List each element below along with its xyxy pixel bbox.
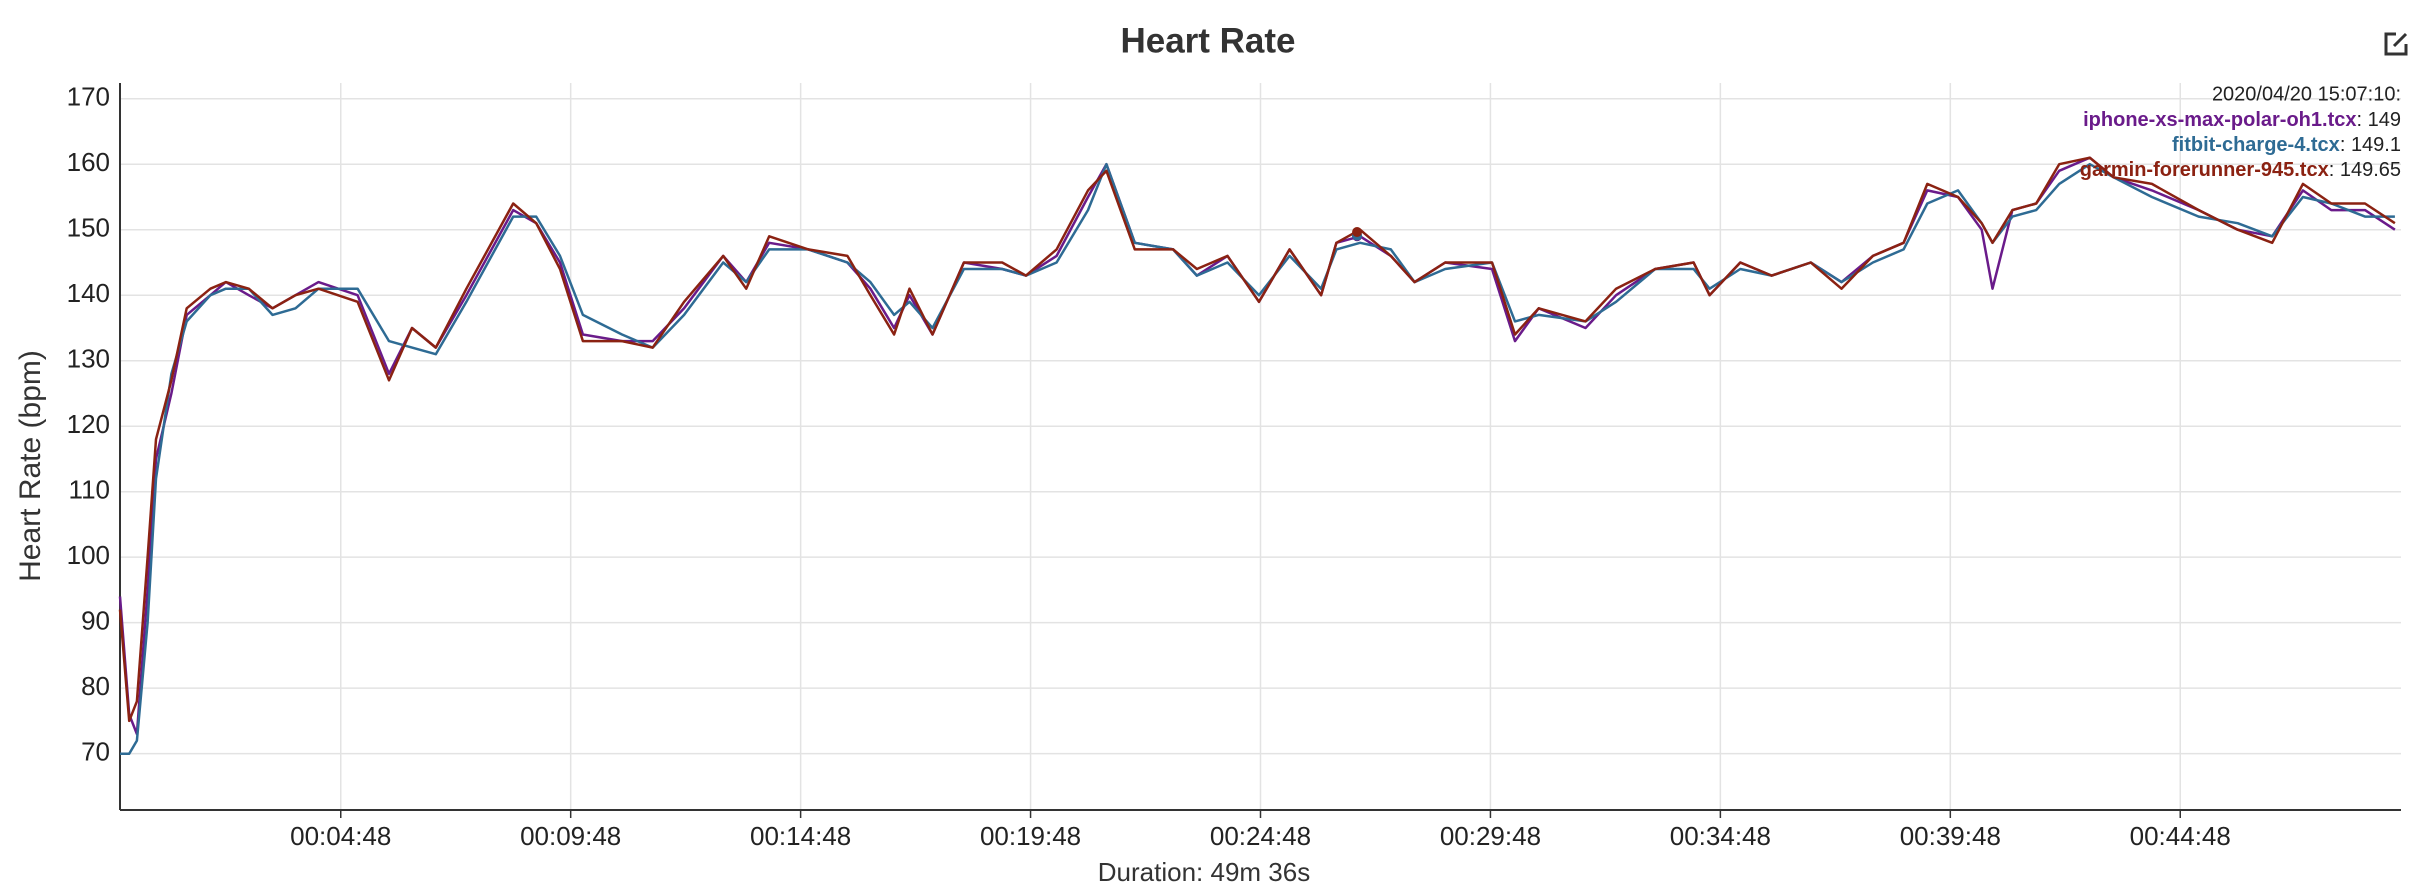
x-tick-label: 00:09:48 (520, 821, 621, 851)
y-tick-label: 100 (67, 540, 110, 570)
tooltip-series-name: fitbit-charge-4.tcx (2172, 134, 2340, 156)
tooltip-entry: garmin-forerunner-945.tcx: 149.65 (2080, 159, 2401, 181)
tooltip-separator: : (2329, 159, 2340, 181)
tooltip-time: 2020/04/20 15:07:10: (2212, 83, 2401, 105)
y-tick-label: 90 (81, 606, 110, 636)
x-axis-label: Duration: 49m 36s (1098, 857, 1310, 887)
series-line (120, 162, 2395, 755)
tooltip-series-name: iphone-xs-max-polar-oh1.tcx (2083, 109, 2356, 131)
x-tick-label: 00:29:48 (1440, 821, 1541, 851)
series-line (118, 156, 2396, 723)
tooltip-value: 149 (2368, 109, 2401, 131)
y-tick-label: 110 (69, 475, 110, 505)
y-tick-label: 150 (67, 213, 110, 243)
y-tick-label: 170 (67, 82, 110, 112)
x-tick-label: 00:19:48 (980, 821, 1081, 851)
tooltip-series-name: garmin-forerunner-945.tcx (2080, 159, 2329, 181)
edit-icon[interactable] (2384, 32, 2408, 56)
x-tick-label: 00:14:48 (750, 821, 851, 851)
edit-icon-pen (2392, 32, 2408, 48)
tooltip-value: 149.65 (2340, 159, 2401, 181)
tooltip-separator: : (2357, 109, 2368, 131)
edit-icon-box (2384, 32, 2408, 56)
x-tick-label: 00:34:48 (1670, 821, 1771, 851)
hover-marker (1352, 227, 1363, 238)
tooltip-entry: iphone-xs-max-polar-oh1.tcx: 149 (2083, 109, 2401, 131)
x-tick-label: 00:39:48 (1900, 821, 2001, 851)
y-tick-label: 70 (81, 737, 110, 767)
x-tick-label: 00:44:48 (2130, 821, 2231, 851)
y-axis-label: Heart Rate (bpm) (14, 350, 47, 582)
y-tick-label: 120 (67, 409, 110, 439)
tooltip-entry: fitbit-charge-4.tcx: 149.1 (2172, 134, 2401, 156)
tooltip-value: 149.1 (2351, 134, 2401, 156)
chart-title: Heart Rate (1120, 21, 1295, 60)
y-tick-label: 160 (67, 147, 110, 177)
y-tick-label: 140 (67, 278, 110, 308)
y-tick-label: 80 (81, 671, 110, 701)
x-tick-label: 00:24:48 (1210, 821, 1311, 851)
x-tick-label: 00:04:48 (290, 821, 391, 851)
y-tick-label: 130 (67, 344, 110, 374)
series-line (118, 156, 2396, 736)
tooltip-separator: : (2340, 134, 2351, 156)
